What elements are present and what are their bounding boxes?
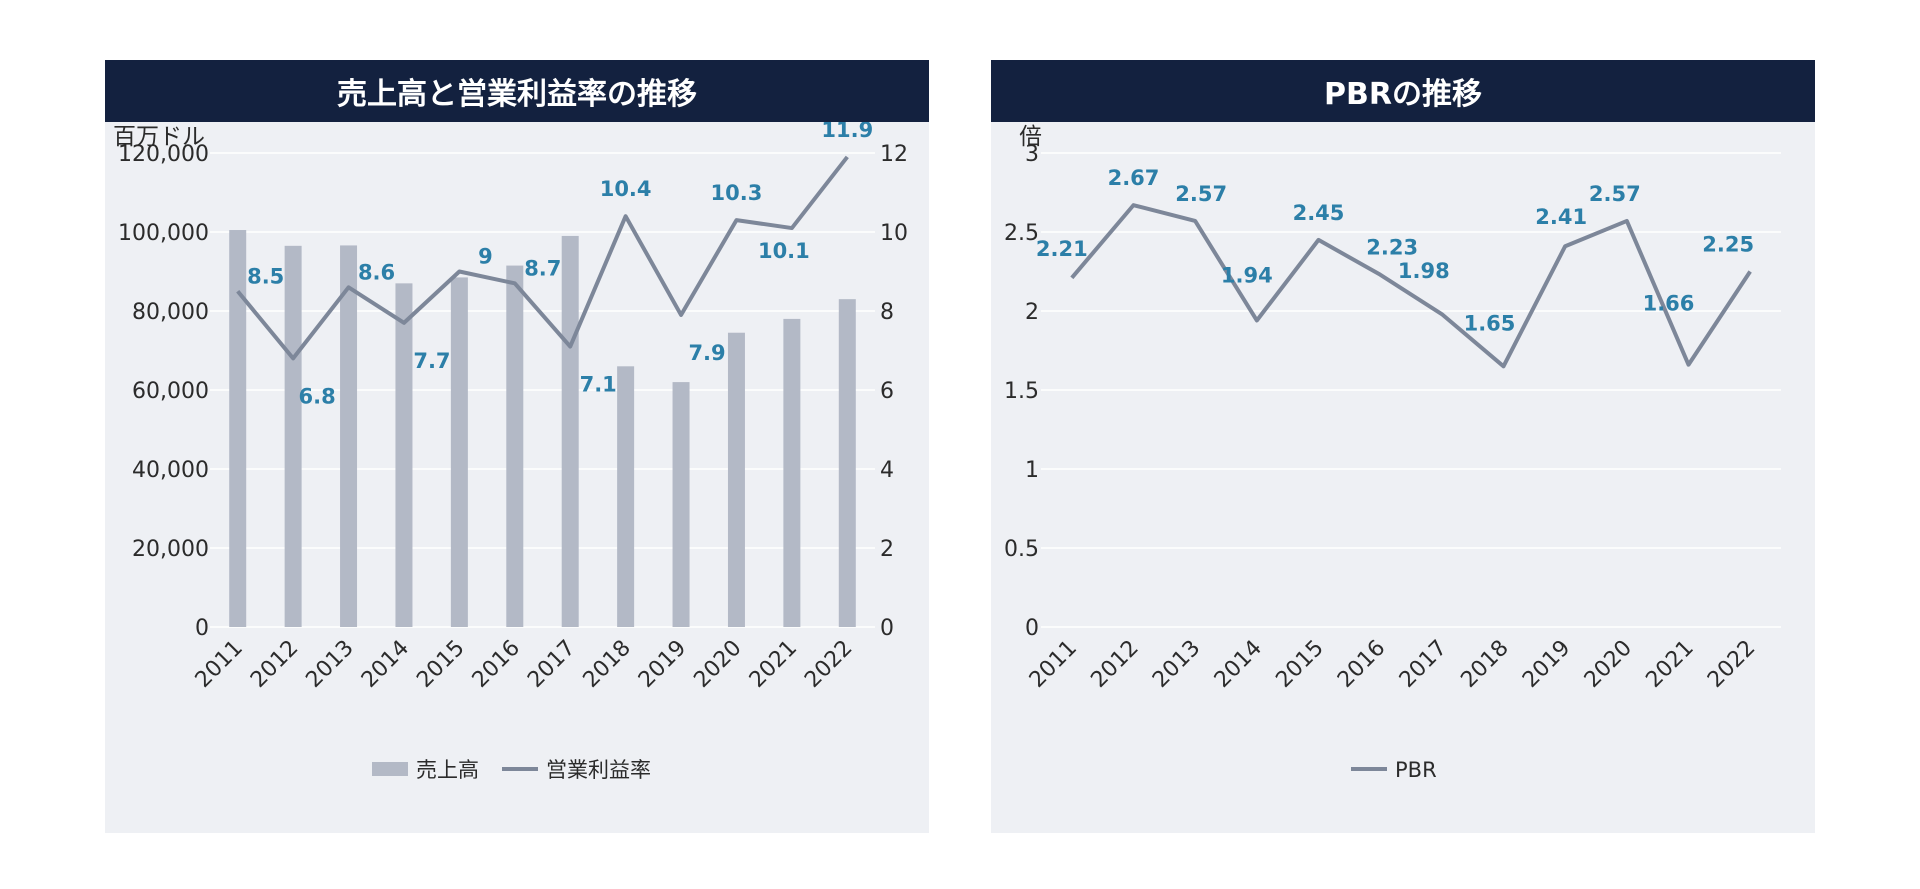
line-operating-margin [236, 155, 849, 361]
x-tick-label: 2015 [1271, 636, 1328, 693]
legend-label-operating-margin: 営業利益率 [546, 758, 651, 782]
revenue-margin-chart-panel: 売上高と営業利益率の推移 120,000 100,000 80,000 60,000 4… [105, 60, 929, 833]
data-label-operating-margin: 7.9 [688, 341, 725, 365]
x-tick-label: 2021 [745, 636, 802, 693]
data-label-pbr: 2.57 [1175, 182, 1227, 206]
data-label-operating-margin: 7.1 [580, 373, 617, 397]
y-left-axis-unit: 百万ドル [113, 124, 205, 150]
y-right-tick-label: 0 [880, 616, 894, 641]
data-label-pbr: 2.57 [1589, 182, 1641, 206]
data-label-operating-margin: 7.7 [413, 349, 450, 373]
x-tick-label: 2017 [1395, 636, 1452, 693]
data-label-pbr: 2.45 [1293, 201, 1345, 225]
x-tick-label: 2013 [1148, 636, 1205, 693]
x-tick-label: 2011 [1025, 636, 1082, 693]
x-tick-label: 2013 [302, 636, 359, 693]
y-right-tick-label: 6 [880, 379, 894, 404]
data-label-pbr: 2.67 [1108, 166, 1160, 190]
bar-revenue [284, 245, 302, 627]
bar-revenue [617, 366, 635, 627]
data-label-operating-margin: 8.5 [247, 264, 284, 288]
data-label-operating-margin: 8.7 [524, 256, 561, 280]
y-tick-label: 0 [1025, 616, 1039, 641]
y-tick-label: 2 [1025, 300, 1039, 325]
x-tick-label: 2014 [357, 636, 414, 693]
y-right-tick-label: 12 [880, 142, 908, 167]
y-left-tick-label: 20,000 [132, 537, 209, 562]
legend-swatch-revenue [372, 762, 408, 776]
data-label-operating-margin: 9 [478, 245, 493, 269]
bar-revenue [838, 299, 856, 627]
y-left-tick-label: 100,000 [118, 221, 209, 246]
y-tick-label: 1.5 [1004, 379, 1039, 404]
bar-revenue [340, 245, 358, 627]
legend-label-revenue: 売上高 [416, 758, 479, 782]
data-label-pbr: 1.98 [1398, 259, 1450, 283]
x-tick-label: 2014 [1210, 636, 1267, 693]
y-right-tick-label: 4 [880, 458, 894, 483]
data-label-operating-margin: 6.8 [299, 384, 336, 408]
data-label-pbr: 1.65 [1464, 311, 1516, 335]
pbr-chart-panel: PBRの推移 3 2.5 2 1.5 1 0.5 0 倍 2.21 2.67 2.57 1.94 2.4… [991, 60, 1815, 833]
y-tick-label: 0.5 [1004, 537, 1039, 562]
y-right-tick-label: 10 [880, 221, 908, 246]
x-tick-label: 2022 [800, 636, 857, 693]
bar-revenue [672, 382, 690, 627]
y-right-tick-label: 2 [880, 537, 894, 562]
bar-revenue [450, 277, 468, 627]
x-tick-label: 2016 [1333, 636, 1390, 693]
x-tick-label: 2015 [412, 636, 469, 693]
chart-title: 売上高と営業利益率の推移 [105, 60, 929, 122]
data-label-pbr: 1.66 [1643, 292, 1695, 316]
x-tick-label: 2019 [1518, 636, 1575, 693]
revenue-margin-chart: 120,000 100,000 80,000 60,000 40,000 20,000 0 1… [113, 122, 908, 782]
data-label-pbr: 2.23 [1366, 236, 1418, 260]
y-right-tick-label: 8 [880, 300, 894, 325]
data-label-operating-margin: 10.1 [758, 239, 810, 263]
pbr-chart: 32.521.510.50倍2.212.672.571.942.452.231.… [1004, 124, 1781, 782]
bar-revenue [561, 235, 579, 627]
data-label-operating-margin: 10.3 [711, 181, 763, 205]
data-label-operating-margin: 8.6 [358, 260, 395, 284]
x-tick-label: 2012 [246, 636, 303, 693]
line-pbr [1070, 203, 1752, 369]
x-tick-label: 2018 [579, 636, 636, 693]
y-left-tick-label: 60,000 [132, 379, 209, 404]
x-tick-label: 2019 [634, 636, 691, 693]
y-axis-unit: 倍 [1019, 124, 1042, 150]
data-label-pbr: 1.94 [1221, 263, 1273, 287]
y-left-tick-label: 120,000 [118, 142, 209, 167]
x-tick-label: 2012 [1086, 636, 1143, 693]
bar-revenue [229, 230, 247, 627]
x-tick-label: 2017 [523, 636, 580, 693]
x-tick-label: 2022 [1703, 636, 1760, 693]
y-tick-label: 2.5 [1004, 221, 1039, 246]
data-label-pbr: 2.21 [1036, 237, 1088, 261]
y-left-tick-label: 40,000 [132, 458, 209, 483]
chart-title: PBRの推移 [991, 60, 1815, 122]
x-tick-label: 2018 [1456, 636, 1513, 693]
x-tick-label: 2021 [1641, 636, 1698, 693]
x-tick-label: 2020 [689, 636, 746, 693]
y-left-tick-label: 0 [195, 616, 209, 641]
bar-revenue [783, 318, 801, 627]
x-tick-label: 2011 [191, 636, 248, 693]
legend-label-pbr: PBR [1395, 758, 1437, 782]
data-label-operating-margin: 10.4 [600, 177, 652, 201]
bar-revenue [727, 332, 745, 627]
data-label-operating-margin: 11.9 [821, 122, 873, 142]
x-tick-label: 2020 [1580, 636, 1637, 693]
y-tick-label: 1 [1025, 458, 1039, 483]
data-label-pbr: 2.41 [1535, 205, 1587, 229]
y-tick-label: 3 [1025, 142, 1039, 167]
bar-revenue [395, 283, 413, 627]
data-label-pbr: 2.25 [1702, 233, 1754, 257]
x-tick-label: 2016 [468, 636, 525, 693]
bar-revenue [506, 265, 524, 627]
y-left-tick-label: 80,000 [132, 300, 209, 325]
